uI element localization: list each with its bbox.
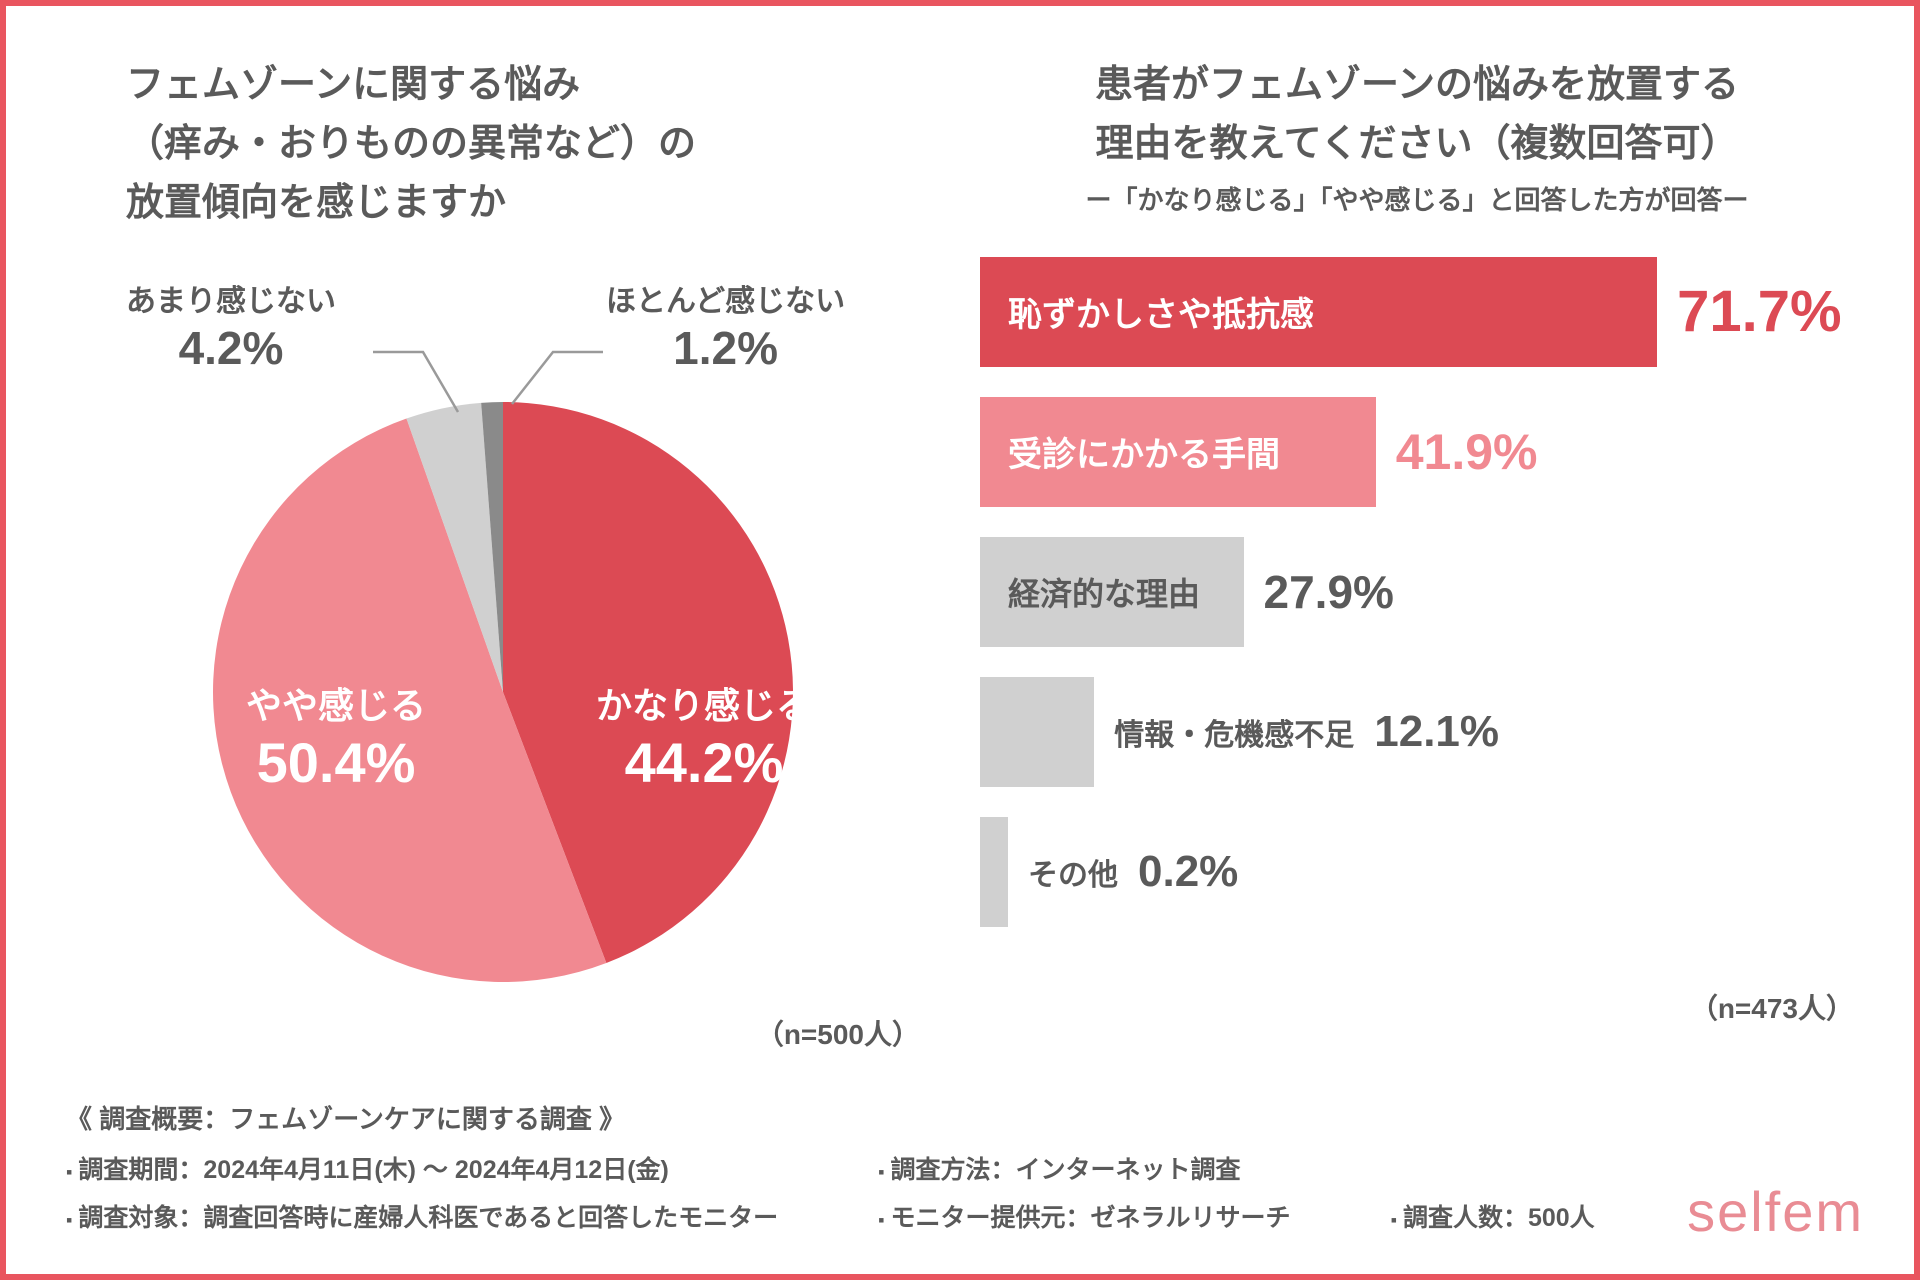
right-n-note: （n=473人） [1690,987,1854,1027]
footer-title: 《 調査概要：フェムゾーンケアに関する調査 》 [66,1099,1854,1136]
pie-label-s4: ほとんど感じない1.2% [606,283,845,378]
right-title-l1: 患者がフェムゾーンの悩みを放置する [1095,64,1739,106]
left-title-l2: （痒み・おりものの異常など）の [126,123,696,165]
bar-outside-wrap: 情報・危機感不足 12.1% [1114,707,1499,757]
left-title-l1: フェムゾーンに関する悩み [126,64,580,106]
bar-label: 経済的な理由 [1008,569,1200,615]
bar-row: 情報・危機感不足 12.1% [980,677,1854,787]
bar-row: その他 0.2% [980,817,1854,927]
pie-label-s2: やや感じる50.4% [246,683,426,798]
brand-logo: selfem [1687,1179,1864,1244]
left-title: フェムゾーンに関する悩み （痒み・おりものの異常など）の 放置傾向を感じますか [66,56,940,233]
bar-rect: 恥ずかしさや抵抗感 [980,257,1657,367]
bar-value: 71.7% [1677,278,1841,345]
right-title-l2: 理由を教えてください（複数回答可） [1096,123,1739,165]
footer-line: 調査方法：インターネット調査 [878,1150,1290,1186]
leader-line [512,352,603,404]
pie-label-s1: かなり感じる44.2% [596,683,812,798]
bar-value: 27.9% [1264,565,1394,619]
bar-chart-area: 恥ずかしさや抵抗感 71.7% 受診にかかる手間 41.9% 経済的な理由 27.9% 情報… [980,257,1854,1017]
columns: フェムゾーンに関する悩み （痒み・おりものの異常など）の 放置傾向を感じますか … [66,56,1854,1076]
bar-label: 情報・危機感不足 [1114,710,1354,754]
pie-slice-value: 1.2% [606,320,845,378]
bar-row: 経済的な理由 27.9% [980,537,1854,647]
pie-slice-label: かなり感じる [596,683,812,728]
pie-slice-value: 4.2% [126,320,336,378]
pie-label-s3: あまり感じない4.2% [126,283,336,378]
footer-lines: 調査期間：2024年4月11日(木) ～ 2024年4月12日(金) 調査対象：調… [66,1150,1854,1234]
bar-value: 0.2% [1138,847,1238,897]
pie-slice-label: あまり感じない [126,283,336,321]
pie-chart-area: かなり感じる44.2% やや感じる50.4% あまり感じない4.2% ほとんど感じない… [66,263,940,1043]
pie-slice-value: 50.4% [246,728,426,798]
left-n-note: （n=500人） [756,1013,920,1053]
footer-col-2: 調査方法：インターネット調査モニター提供元：ゼネラルリサーチ [878,1150,1290,1234]
leader-line [373,352,458,412]
footer-col-3: 調査人数：500人 [1391,1150,1595,1234]
bar-row: 恥ずかしさや抵抗感 71.7% [980,257,1854,367]
footer: 《 調査概要：フェムゾーンケアに関する調査 》 調査期間：2024年4月11日(… [66,1099,1854,1234]
pie-slice-label: やや感じる [246,683,426,728]
footer-line: 調査期間：2024年4月11日(木) ～ 2024年4月12日(金) [66,1150,778,1186]
bar-rect [980,677,1094,787]
footer-line: 調査対象：調査回答時に産婦人科医であると回答したモニター [66,1198,778,1234]
left-title-l3: 放置傾向を感じますか [126,182,506,224]
bar-row: 受診にかかる手間 41.9% [980,397,1854,507]
bar-rect [980,817,1008,927]
pie-slice-value: 44.2% [596,728,812,798]
left-column: フェムゾーンに関する悩み （痒み・おりものの異常など）の 放置傾向を感じますか … [66,56,940,1076]
bar-label: その他 [1028,850,1118,894]
bar-rect: 受診にかかる手間 [980,397,1376,507]
bar-value: 41.9% [1396,423,1538,481]
bar-label: 受診にかかる手間 [1008,427,1280,476]
footer-col-1: 調査期間：2024年4月11日(木) ～ 2024年4月12日(金) 調査対象：調… [66,1150,778,1234]
bar-rect: 経済的な理由 [980,537,1244,647]
infographic-frame: フェムゾーンに関する悩み （痒み・おりものの異常など）の 放置傾向を感じますか … [0,0,1920,1280]
footer-line: 調査人数：500人 [1391,1198,1595,1234]
right-title: 患者がフェムゾーンの悩みを放置する 理由を教えてください（複数回答可） [980,56,1854,174]
footer-line: モニター提供元：ゼネラルリサーチ [878,1198,1290,1234]
right-subtitle: ー「かなり感じる」「やや感じる」と回答した方が回答ー [980,180,1854,217]
bar-label: 恥ずかしさや抵抗感 [1008,287,1314,336]
pie-slice-label: ほとんど感じない [606,283,845,321]
bar-outside-wrap: その他 0.2% [1028,847,1238,897]
bar-value: 12.1% [1374,707,1499,757]
right-column: 患者がフェムゾーンの悩みを放置する 理由を教えてください（複数回答可） ー「かな… [980,56,1854,1076]
